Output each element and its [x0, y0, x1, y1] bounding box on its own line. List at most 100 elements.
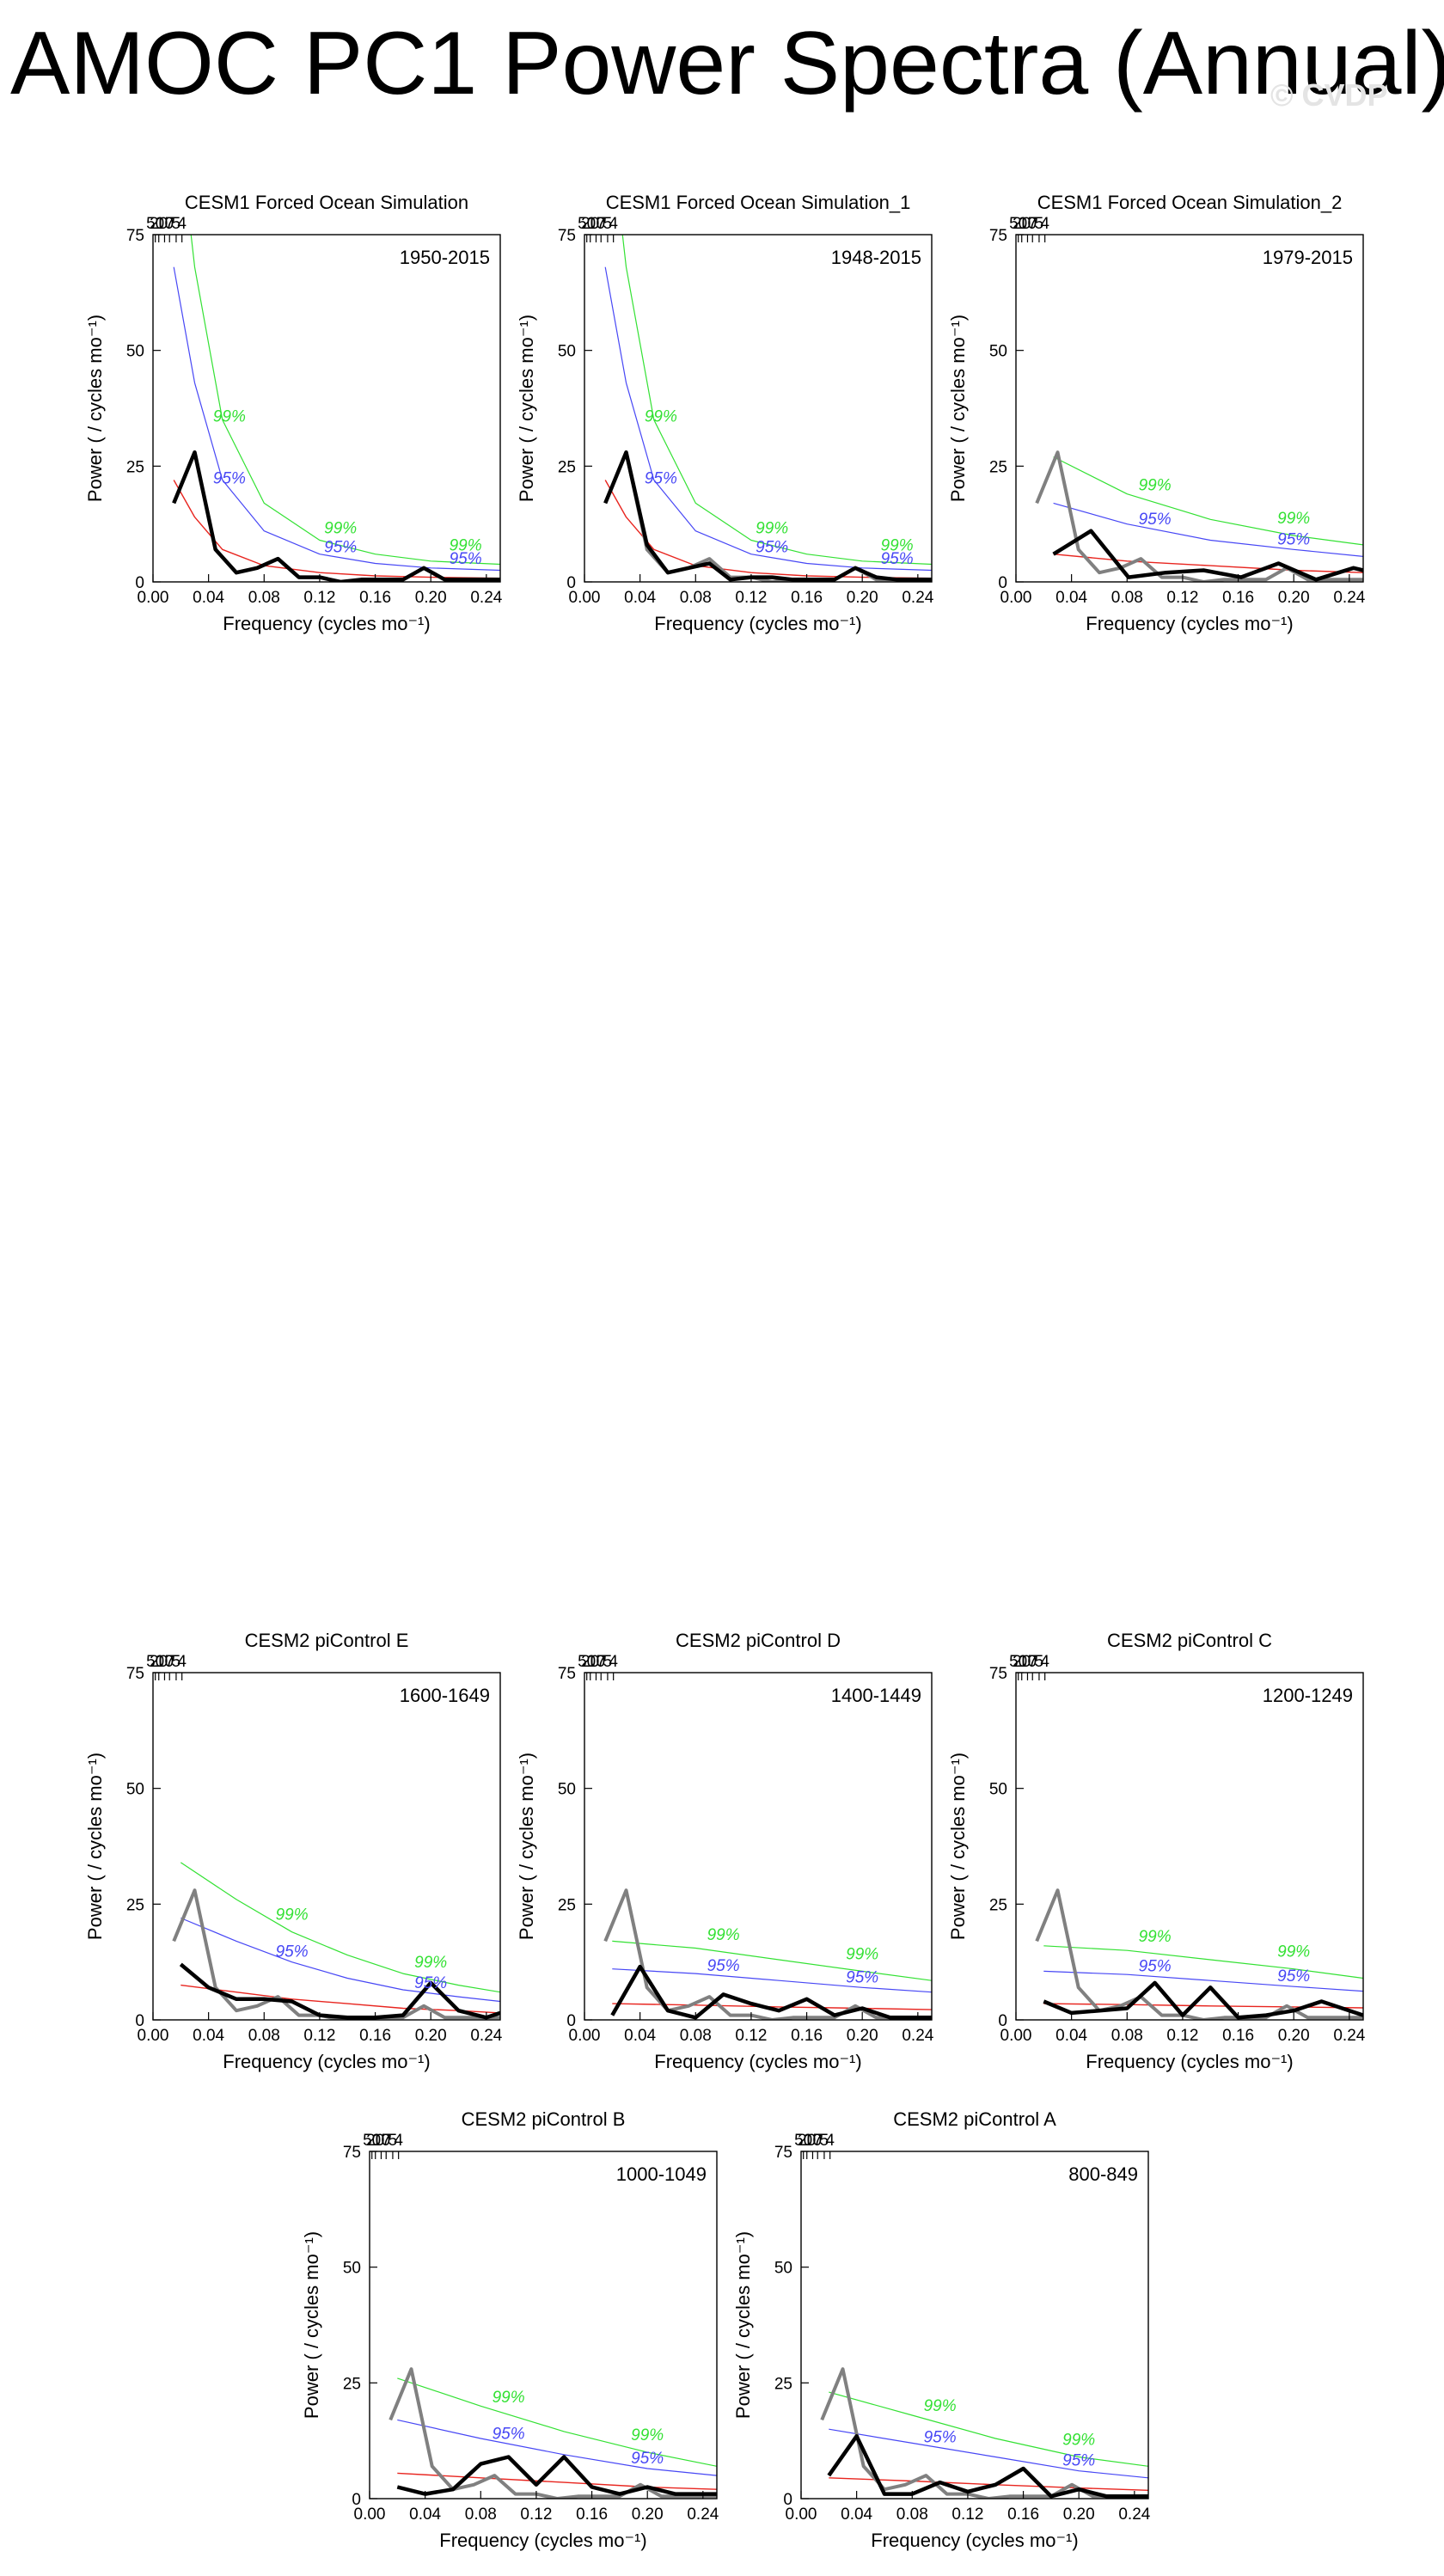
period-label: 1400-1449 — [831, 1685, 921, 1706]
x-tick-label: 0.12 — [303, 2027, 335, 2045]
top-period-tick-label: 7 — [165, 1653, 174, 1671]
y-tick-label: 25 — [774, 2375, 792, 2393]
top-period-tick-label: 10 — [587, 215, 605, 233]
top-period-tick-label: 10 — [587, 1653, 605, 1671]
top-period-tick-label: 4 — [177, 1653, 187, 1671]
y-tick-label: 50 — [558, 343, 576, 361]
ci99-line — [1043, 1945, 1363, 1979]
ci95-label: 95% — [450, 550, 482, 568]
y-tick-label: 75 — [558, 1665, 576, 1683]
spectrum-panel: 99% 95% 99% 95% 0.00 0.04 0.08 0.12 0.16 0.20 0.24… — [947, 192, 1366, 634]
ci95-label: 95% — [324, 539, 357, 557]
x-tick-label: 0.24 — [687, 2506, 719, 2524]
x-tick-label: 0.00 — [138, 2027, 169, 2045]
x-axis-label: Frequency (cycles mo⁻¹) — [223, 613, 430, 634]
ci99-line — [829, 2391, 1148, 2467]
top-period-tick-label: 5 — [820, 2132, 829, 2150]
top-period-tick-label: 20 — [1013, 215, 1031, 233]
panel-data-lines — [172, 1862, 500, 2020]
period-label: 1600-1649 — [400, 1685, 490, 1706]
red-noise-line — [1043, 2003, 1363, 2009]
y-tick-label: 50 — [343, 2260, 361, 2278]
spectrum-line — [396, 2455, 717, 2496]
top-period-tick-label: 5 — [1035, 215, 1044, 233]
top-period-tick-label: 50 — [794, 2132, 812, 2150]
spectrum-panel: 99%95%99%95% 99%95%0.00 0.04 0.08 0.12 0.16 0.… — [84, 192, 503, 634]
ci99-line — [180, 1862, 500, 1993]
x-tick-label: 0.12 — [520, 2506, 552, 2524]
y-tick-label: 50 — [774, 2260, 792, 2278]
y-tick-label: 25 — [558, 458, 576, 476]
ci95-line — [829, 2428, 1148, 2479]
y-tick-label: 75 — [558, 227, 576, 245]
x-tick-label: 0.04 — [409, 2506, 441, 2524]
ci99-line — [621, 235, 932, 566]
top-period-tick-label: 7 — [597, 1653, 606, 1671]
top-period-tick-label: 20 — [581, 1653, 599, 1671]
x-tick-label: 0.24 — [1333, 2027, 1365, 2045]
ci99-line — [612, 1940, 932, 1981]
plot-frame — [152, 1672, 501, 2021]
panel-title: CESM2 piControl A — [893, 2108, 1056, 2130]
x-tick-label: 0.04 — [193, 589, 224, 607]
ci95-label: 95% — [414, 1974, 447, 1992]
y-tick-label: 75 — [343, 2144, 361, 2162]
x-tick-label: 0.20 — [415, 589, 447, 607]
top-period-tick-label: 4 — [177, 215, 187, 233]
x-tick-label: 0.20 — [632, 2506, 664, 2524]
top-period-tick-label: 10 — [156, 215, 174, 233]
panel-title: CESM2 piControl D — [676, 1630, 841, 1651]
plot-frame — [369, 2151, 718, 2500]
plot-frame — [584, 234, 933, 583]
x-tick-label: 0.20 — [1278, 2027, 1310, 2045]
x-axis-label: Frequency (cycles mo⁻¹) — [654, 2051, 861, 2072]
ci95-label: 95% — [924, 2429, 957, 2447]
x-axis-label: Frequency (cycles mo⁻¹) — [1086, 2051, 1293, 2072]
top-period-tick-label: 7 — [597, 215, 606, 233]
x-tick-label: 0.16 — [1222, 2027, 1254, 2045]
panel-title: CESM2 piControl E — [245, 1630, 409, 1651]
ci99-line — [397, 2377, 717, 2467]
ci99-label: 99% — [924, 2397, 957, 2415]
y-tick-label: 0 — [998, 2012, 1007, 2030]
x-tick-label: 0.20 — [1063, 2506, 1095, 2524]
x-axis-label: Frequency (cycles mo⁻¹) — [439, 2530, 646, 2551]
y-axis-label: Power ( / cycles mo⁻¹) — [84, 315, 106, 502]
red-noise-line — [612, 2003, 932, 2010]
period-label: 800-849 — [1068, 2163, 1138, 2185]
x-tick-label: 0.24 — [1333, 589, 1365, 607]
period-label: 1000-1049 — [616, 2163, 707, 2185]
ci99-label: 99% — [414, 1954, 447, 1972]
ci99-label: 99% — [1139, 477, 1172, 495]
panel-data-lines — [172, 235, 500, 582]
top-period-tick-label: 7 — [382, 2132, 391, 2150]
y-tick-label: 25 — [126, 458, 144, 476]
x-tick-label: 0.12 — [303, 589, 335, 607]
top-period-tick-label: 50 — [578, 1653, 596, 1671]
plot-frame — [1015, 234, 1364, 583]
ci99-label: 99% — [881, 537, 914, 555]
y-tick-label: 25 — [343, 2375, 361, 2393]
plot-frame — [152, 234, 501, 583]
x-tick-label: 0.24 — [1118, 2506, 1150, 2524]
panel-data-lines — [820, 2367, 1148, 2499]
ci95-line — [397, 2419, 717, 2476]
x-tick-label: 0.16 — [791, 589, 823, 607]
spectrum-line — [827, 2434, 1148, 2499]
top-period-tick-label: 7 — [1028, 215, 1037, 233]
top-period-tick-label: 20 — [150, 215, 168, 233]
spectrum-line — [172, 450, 500, 582]
x-tick-label: 0.08 — [680, 589, 712, 607]
ci99-label: 99% — [756, 520, 788, 538]
plot-frame — [584, 1672, 933, 2021]
panel-data-lines — [603, 1888, 932, 2020]
ci99-label: 99% — [707, 1926, 740, 1944]
x-tick-label: 0.20 — [1278, 589, 1310, 607]
x-tick-label: 0.20 — [847, 2027, 878, 2045]
ci99-label: 99% — [631, 2426, 664, 2444]
panel-title: CESM1 Forced Ocean Simulation_2 — [1037, 192, 1343, 213]
y-tick-label: 0 — [566, 574, 576, 592]
top-period-tick-label: 20 — [581, 215, 599, 233]
ci99-label: 99% — [645, 408, 677, 426]
ci99-label: 99% — [1277, 510, 1310, 528]
